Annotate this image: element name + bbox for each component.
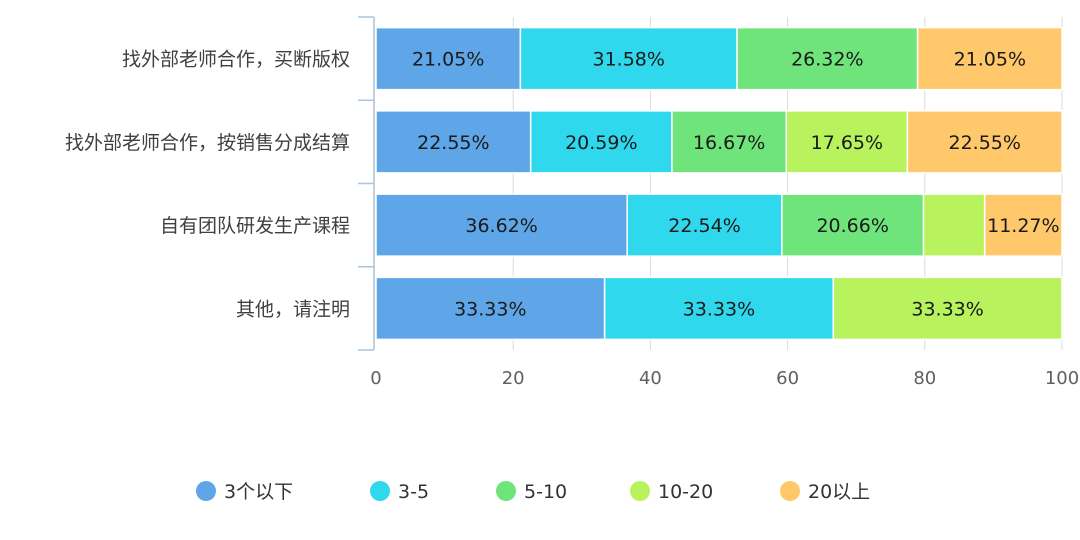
bar-segment xyxy=(375,276,606,341)
x-tick-labels: 0 20 40 60 80 100 xyxy=(370,368,1079,389)
legend-item[interactable]: 3-5 xyxy=(370,481,429,503)
category-label: 找外部老师合作，按销售分成结算 xyxy=(65,132,350,154)
category-label: 找外部老师合作，买断版权 xyxy=(122,49,350,71)
legend-item[interactable]: 10-20 xyxy=(630,481,713,503)
x-tick-label: 0 xyxy=(370,368,381,389)
x-tick-label: 40 xyxy=(639,368,662,389)
legend-label: 20以上 xyxy=(808,481,870,503)
segment-value-label: 22.55% xyxy=(948,132,1020,154)
bar-segment xyxy=(832,276,1063,341)
bar-segment xyxy=(916,26,1063,91)
segment-value-label: 16.67% xyxy=(693,132,765,154)
category-labels: 找外部老师合作，买断版权找外部老师合作，按销售分成结算自有团队研发生产课程其他，… xyxy=(65,49,350,321)
legend-item[interactable]: 3个以下 xyxy=(196,481,293,503)
segment-value-label: 36.62% xyxy=(465,215,537,237)
x-tick-label: 80 xyxy=(913,368,936,389)
bar-segment xyxy=(603,276,835,341)
legend-label: 3-5 xyxy=(398,481,429,503)
legend-marker xyxy=(496,481,516,501)
segment-value-label: 20.59% xyxy=(565,132,637,154)
segment-value-label: 33.33% xyxy=(683,298,755,320)
bar-segments xyxy=(375,26,1063,341)
segment-value-label: 33.33% xyxy=(454,298,526,320)
segment-value-label: 17.65% xyxy=(811,132,883,154)
x-tick-label: 100 xyxy=(1045,368,1079,389)
segment-value-label: 22.54% xyxy=(668,215,740,237)
category-label: 自有团队研发生产课程 xyxy=(160,215,350,237)
bar-segment xyxy=(375,110,532,174)
bar-segment xyxy=(375,26,522,91)
segment-value-label: 21.05% xyxy=(954,49,1026,71)
x-tick-label: 20 xyxy=(502,368,525,389)
bar-segment xyxy=(781,193,925,257)
legend-item[interactable]: 20以上 xyxy=(780,481,870,503)
segment-value-label: 11.27% xyxy=(987,215,1059,237)
legend[interactable]: 3个以下 3-5 5-10 10-20 20以上 xyxy=(196,481,870,503)
category-label: 其他，请注明 xyxy=(236,298,350,320)
bar-segment xyxy=(983,193,1063,257)
bar-segment xyxy=(519,26,738,91)
segment-value-label: 21.05% xyxy=(412,49,484,71)
legend-label: 10-20 xyxy=(658,481,713,503)
segment-value-label: 33.33% xyxy=(911,298,983,320)
legend-label: 3个以下 xyxy=(224,481,293,503)
category-axis xyxy=(358,16,375,351)
bar-segment xyxy=(671,110,788,174)
segment-value-label: 20.66% xyxy=(816,215,888,237)
x-tick-label: 60 xyxy=(776,368,799,389)
bar-segment xyxy=(906,110,1063,174)
segment-value-label: 26.32% xyxy=(791,49,863,71)
segment-value-label: 31.58% xyxy=(592,49,664,71)
legend-marker xyxy=(196,481,216,501)
segment-value-label: 22.55% xyxy=(417,132,489,154)
legend-marker xyxy=(370,481,390,501)
segment-labels: 21.05% 31.58% 26.32% 21.05% 22.55% 20.59% 16.6… xyxy=(412,49,1060,321)
legend-marker xyxy=(780,481,800,501)
legend-label: 5-10 xyxy=(524,481,567,503)
bar-segment xyxy=(626,193,783,257)
bar-segment xyxy=(529,110,673,174)
bar-segment xyxy=(375,193,628,257)
legend-marker xyxy=(630,481,650,501)
legend-item[interactable]: 5-10 xyxy=(496,481,567,503)
bar-segment xyxy=(922,193,986,257)
